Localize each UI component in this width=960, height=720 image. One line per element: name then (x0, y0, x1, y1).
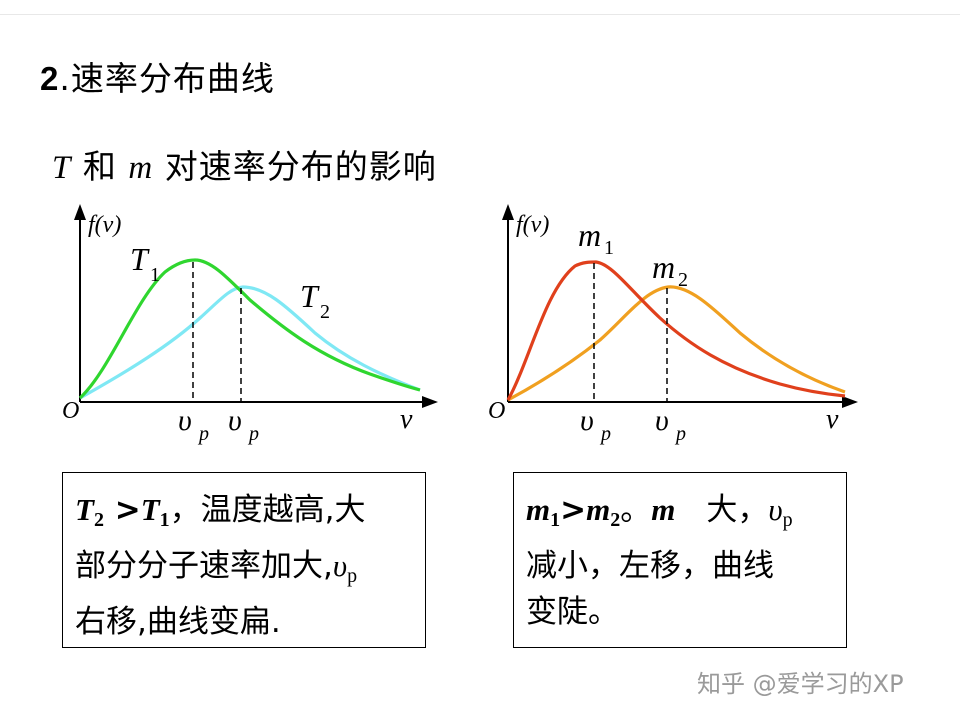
series-label-m2: m 2 (652, 249, 688, 291)
svg-text:p: p (247, 423, 259, 445)
box-line-1: m1>m2。m 大，υp (526, 492, 793, 531)
section-heading: 2.速率分布曲线 (40, 52, 275, 100)
series-label-T1: T 1 (130, 241, 160, 286)
box-line-2: 部分分子速率加大,υp (75, 548, 358, 587)
svg-text:m: m (578, 217, 601, 253)
subheading-he: 和 (82, 147, 117, 186)
svg-text:p: p (674, 423, 686, 445)
xlabel-v: v (400, 404, 413, 435)
chart-mass: f(v) O v m 1 m 2 υ p υ p (488, 204, 858, 445)
curve-m1 (506, 260, 846, 401)
tick-label-vp1: υ p (178, 404, 209, 445)
box-line-3: 右移,曲线变扁. (75, 604, 281, 640)
watermark: 知乎 @爱学习的XP (697, 670, 904, 698)
svg-text:m: m (652, 249, 675, 285)
subheading: T 和 m 对速率分布的影响 (52, 140, 437, 188)
svg-text:υ: υ (178, 404, 192, 437)
svg-text:2: 2 (320, 301, 330, 323)
origin-label: O (488, 398, 505, 424)
explanation-box-mass: m1>m2。m 大，υp 减小，左移，曲线 变陡。 (513, 472, 847, 648)
section-number: 2 (40, 60, 60, 97)
ylabel-fv: f(v) (516, 212, 549, 238)
curve-T1 (78, 258, 421, 400)
svg-text:1: 1 (604, 237, 614, 259)
curve-T2 (79, 285, 421, 400)
origin-label: O (62, 398, 79, 424)
svg-text:υ: υ (655, 404, 669, 437)
top-divider (0, 14, 960, 15)
svg-text:T: T (130, 241, 150, 277)
ylabel-fv: f(v) (88, 212, 121, 238)
svg-text:υ: υ (228, 404, 242, 437)
svg-text:p: p (197, 423, 209, 445)
svg-text:p: p (599, 423, 611, 445)
curve-m2 (507, 285, 846, 402)
svg-text:υ: υ (580, 404, 594, 437)
xlabel-v: v (826, 404, 839, 435)
svg-text:T: T (300, 278, 320, 314)
box-line-2: 减小，左移，曲线 (526, 548, 774, 584)
svg-text:2: 2 (678, 269, 688, 291)
section-title: 速率分布曲线 (70, 59, 275, 98)
subheading-T: T (52, 150, 72, 186)
tick-label-vp2: υ p (228, 404, 259, 445)
section-dot: . (59, 59, 71, 98)
series-label-m1: m 1 (578, 217, 614, 259)
series-label-T2: T 2 (300, 278, 330, 323)
subheading-m: m (128, 150, 154, 186)
box-line-3: 变陡。 (526, 594, 619, 630)
chart-temperature: f(v) O v T 1 T 2 υ p υ p (62, 204, 438, 445)
tick-label-vp2: υ p (655, 404, 686, 445)
tick-label-vp1: υ p (580, 404, 611, 445)
svg-text:1: 1 (150, 264, 160, 286)
explanation-box-temperature: T2 >T1，温度越高,大 部分分子速率加大,υp 右移,曲线变扁. (62, 472, 426, 648)
subheading-rest: 对速率分布的影响 (164, 147, 437, 186)
box-line-1: T2 >T1，温度越高,大 (75, 492, 366, 531)
